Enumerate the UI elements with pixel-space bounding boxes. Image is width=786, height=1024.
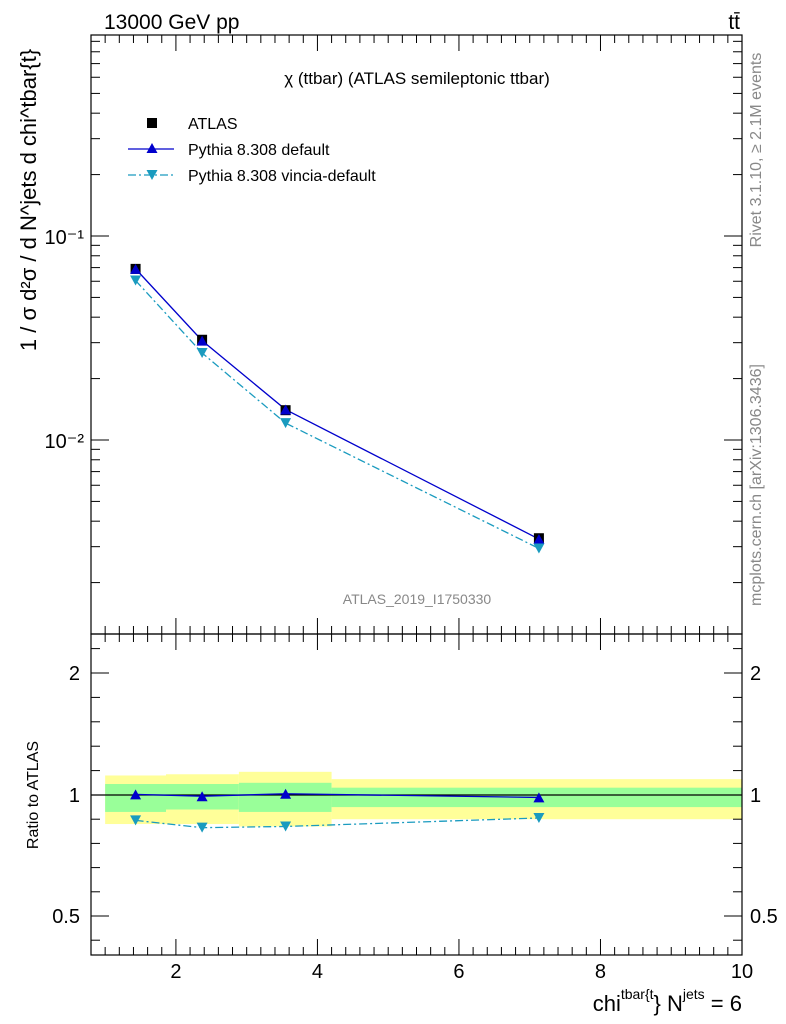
energy-label: 13000 GeV pp (104, 11, 239, 34)
ratio-y-tick-label-right: 2 (750, 663, 761, 685)
ratio-pythia-vincia-point (533, 812, 545, 823)
ratio-line-pythia-vincia (135, 817, 539, 829)
y-tick-label-0.1: 10⁻¹ (45, 227, 85, 249)
legend-marker-atlas (147, 118, 157, 128)
main-y-axis-label: 1 / σ d²σ / d N^jets d chi^tbar{t} (16, 49, 41, 351)
main-data-layer (130, 263, 545, 554)
main-panel: χ (ttbar) (ATLAS semileptonic ttbar) ATL… (16, 34, 743, 635)
legend-label-pythia-vincia: Pythia 8.308 vincia-default (188, 168, 376, 185)
analysis-watermark: ATLAS_2019_I1750330 (343, 591, 492, 607)
ratio-pythia-default-point (196, 791, 208, 802)
ratio-y-tick-label-right: 1 (750, 785, 761, 807)
ratio-pythia-default-point (130, 789, 142, 800)
pythia-vincia-point (280, 418, 292, 429)
ratio-line-pythia-default (135, 793, 539, 799)
mcplots-label: mcplots.cern.ch [arXiv:1306.3436] (748, 364, 765, 606)
ratio-y-tick-label-left: 0.5 (52, 906, 80, 928)
y-tick-label-0.01: 10⁻² (45, 431, 85, 453)
main-y-ticks (91, 40, 742, 584)
rivet-label: Rivet 3.1.10, ≥ 2.1M events (748, 53, 765, 248)
process-label: tt̄ (728, 11, 740, 34)
ratio-y-tick-labels-right: 0.5 1 2 (750, 663, 778, 928)
pythia-vincia-point (130, 275, 142, 286)
x-axis-label: chitbar{t} Njets = 6 (593, 986, 742, 1016)
legend-entry-pythia-default: Pythia 8.308 default (128, 142, 330, 159)
legend-label-atlas: ATLAS (188, 116, 238, 133)
pythia-vincia-point (533, 543, 545, 554)
ratio-pythia-vincia-point (280, 821, 292, 832)
legend: ATLAS Pythia 8.308 default Pythia 8.308 … (128, 116, 376, 185)
pythia-default-point (533, 534, 545, 545)
ratio-y-tick-label-left: 1 (69, 785, 80, 807)
line-pythia-default (135, 268, 540, 540)
pythia-vincia-point (196, 347, 208, 358)
pythia-default-point (196, 335, 208, 346)
ratio-pythia-vincia-point (196, 822, 208, 833)
ratio-pythia-vincia-point (130, 815, 142, 826)
main-y-tick-labels: 10⁻¹ 10⁻² (45, 227, 85, 453)
legend-marker-pythia-vincia (146, 170, 158, 180)
ratio-x-tick-labels: 2 4 6 8 10 (170, 961, 753, 983)
x-tick-label: 2 (170, 961, 181, 983)
ratio-y-ticks (91, 648, 742, 941)
main-x-ticks (104, 35, 743, 634)
line-pythia-vincia (135, 280, 540, 550)
legend-label-pythia-default: Pythia 8.308 default (188, 142, 330, 159)
ratio-y-axis-label: Ratio to ATLAS (25, 741, 42, 849)
legend-entry-atlas: ATLAS (147, 116, 238, 133)
legend-entry-pythia-vincia: Pythia 8.308 vincia-default (128, 168, 376, 185)
chart-title: χ (ttbar) (ATLAS semileptonic ttbar) (284, 69, 550, 88)
ratio-x-ticks (104, 634, 743, 955)
ratio-y-tick-label-right: 0.5 (750, 906, 778, 928)
pythia-default-point (280, 404, 292, 415)
x-tick-label: 4 (312, 961, 323, 983)
pythia-default-point (130, 263, 142, 274)
x-tick-label: 8 (595, 961, 606, 983)
ratio-panel: 0.5 1 2 0.5 1 2 2 4 6 8 10 Ratio to ATLAS chitba… (25, 633, 778, 1016)
ratio-pythia-default-point (533, 792, 545, 803)
x-tick-label: 6 (453, 961, 464, 983)
ratio-y-tick-labels-left: 0.5 1 2 (52, 663, 80, 928)
ratio-y-tick-label-left: 2 (69, 663, 80, 685)
ratio-data-layer (130, 788, 545, 833)
x-tick-label: 10 (731, 961, 753, 983)
ratio-pythia-default-point (280, 788, 292, 799)
legend-marker-pythia-default (146, 143, 158, 153)
